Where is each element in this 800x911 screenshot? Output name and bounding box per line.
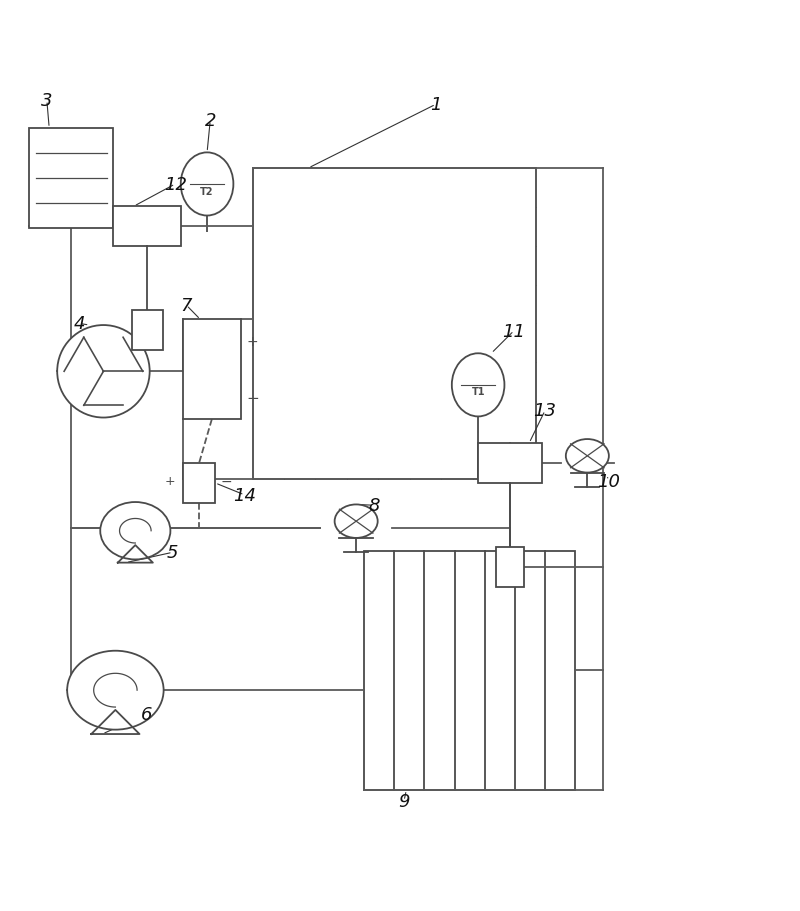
Bar xyxy=(183,320,241,420)
Ellipse shape xyxy=(67,651,164,730)
Text: 10: 10 xyxy=(598,472,620,490)
Text: 14: 14 xyxy=(233,486,256,505)
Ellipse shape xyxy=(334,505,378,538)
Bar xyxy=(132,311,162,351)
Text: +: + xyxy=(246,335,258,349)
Bar xyxy=(364,551,575,790)
Text: 1: 1 xyxy=(430,97,442,114)
Circle shape xyxy=(57,326,150,418)
Bar xyxy=(253,169,535,479)
Text: 12: 12 xyxy=(164,176,186,194)
Text: −: − xyxy=(246,390,259,405)
Text: T2: T2 xyxy=(200,187,214,196)
Text: −: − xyxy=(220,475,232,488)
Bar xyxy=(114,207,181,247)
Ellipse shape xyxy=(100,503,170,560)
Text: 8: 8 xyxy=(368,496,379,515)
Ellipse shape xyxy=(566,440,609,473)
Text: 7: 7 xyxy=(181,297,192,315)
Text: 13: 13 xyxy=(534,402,557,420)
Text: 9: 9 xyxy=(398,793,410,810)
Text: 11: 11 xyxy=(502,322,526,341)
Text: 2: 2 xyxy=(205,112,216,130)
Bar xyxy=(30,129,113,229)
Text: +: + xyxy=(165,475,176,488)
Bar xyxy=(478,444,542,484)
Text: T1: T1 xyxy=(471,387,485,397)
Ellipse shape xyxy=(452,353,505,417)
Text: 4: 4 xyxy=(74,315,86,333)
Bar xyxy=(496,548,524,587)
Bar xyxy=(183,464,215,503)
Ellipse shape xyxy=(181,153,234,216)
Text: 5: 5 xyxy=(167,544,178,562)
Text: 6: 6 xyxy=(141,705,152,723)
Text: 3: 3 xyxy=(41,92,53,110)
